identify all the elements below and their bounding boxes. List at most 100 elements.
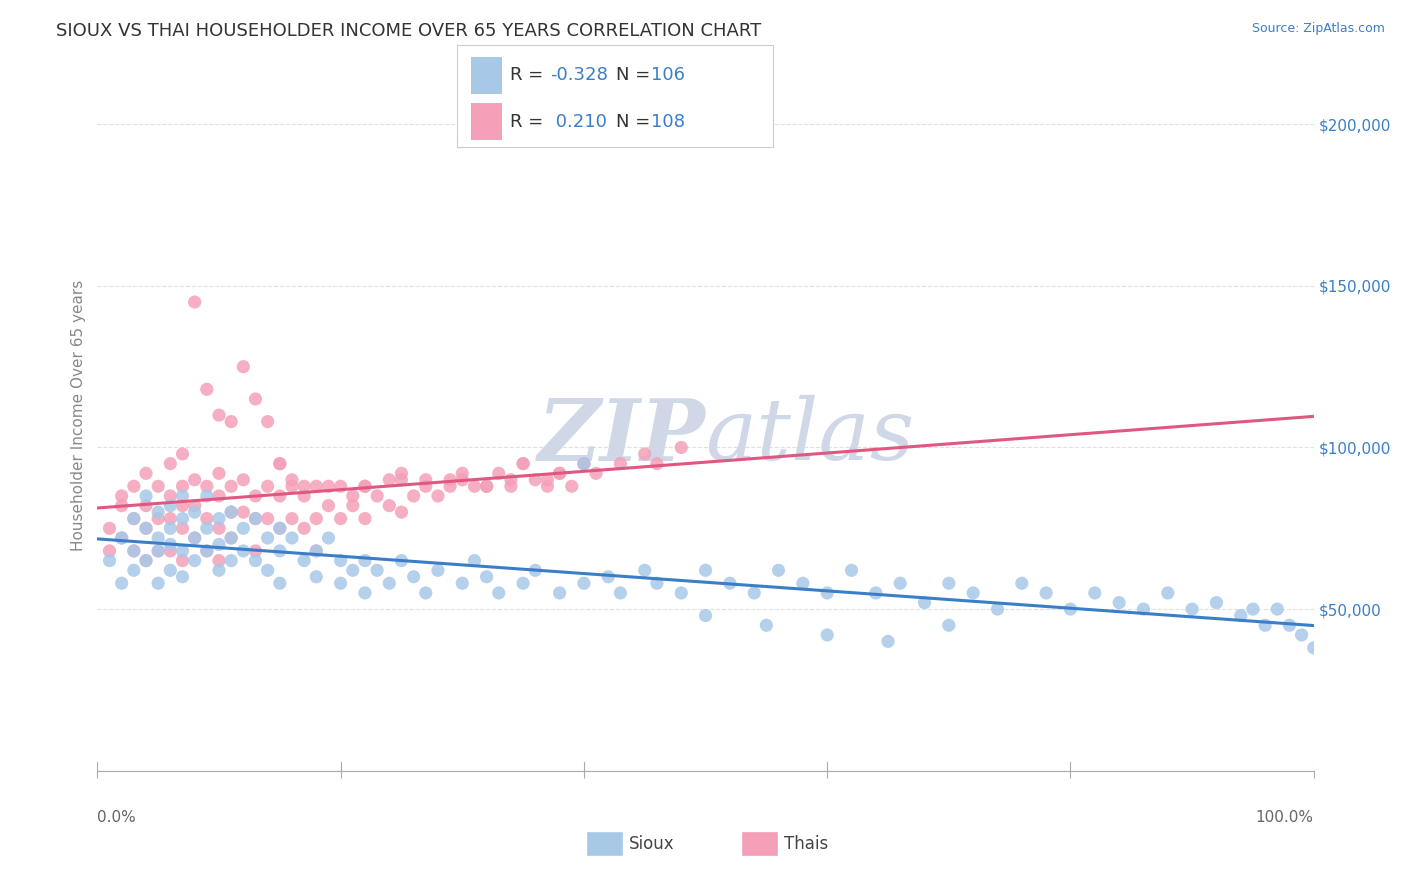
Point (245, 392, 267, 406)
Point (1265, 602, 1288, 616)
Point (98, 544, 121, 558)
Text: N =: N = (616, 112, 655, 130)
Point (536, 473, 558, 487)
Point (742, 586, 765, 600)
Point (634, 563, 657, 577)
Point (305, 544, 328, 558)
Point (536, 479, 558, 493)
Point (122, 563, 145, 577)
Point (318, 499, 340, 513)
Point (159, 521, 181, 535)
Point (415, 473, 437, 487)
Point (305, 570, 328, 584)
Point (146, 544, 169, 558)
Point (269, 457, 291, 471)
Point (159, 511, 181, 525)
Point (634, 447, 657, 461)
Text: 0.0%: 0.0% (97, 810, 136, 825)
Point (718, 576, 741, 591)
Point (548, 467, 571, 481)
Point (366, 563, 388, 577)
Point (865, 586, 887, 600)
Point (146, 531, 169, 545)
Point (98, 521, 121, 535)
Point (329, 511, 352, 525)
Point (451, 576, 474, 591)
Point (208, 563, 231, 577)
Point (208, 467, 231, 481)
Point (195, 382, 218, 396)
Point (1181, 602, 1204, 616)
Point (499, 473, 522, 487)
Point (219, 415, 242, 429)
Point (219, 505, 242, 519)
Point (219, 531, 242, 545)
Point (245, 511, 267, 525)
Point (269, 521, 291, 535)
Text: N =: N = (616, 66, 655, 85)
Point (548, 467, 571, 481)
Point (245, 489, 267, 503)
Point (378, 499, 401, 513)
Point (183, 295, 205, 310)
Point (815, 628, 838, 642)
Point (768, 563, 790, 577)
Point (269, 457, 291, 471)
Point (1254, 618, 1277, 632)
Point (159, 537, 181, 551)
Point (439, 479, 461, 493)
Point (524, 563, 547, 577)
Point (512, 576, 534, 591)
Point (451, 473, 474, 487)
Point (208, 489, 231, 503)
Point (645, 576, 668, 591)
Point (146, 544, 169, 558)
Point (172, 499, 194, 513)
Text: 108: 108 (651, 112, 685, 130)
Point (111, 576, 134, 591)
Point (585, 467, 607, 481)
Point (172, 447, 194, 461)
Point (256, 563, 278, 577)
Point (1157, 586, 1180, 600)
Point (378, 576, 401, 591)
Point (111, 489, 134, 503)
Point (135, 499, 157, 513)
Text: SIOUX VS THAI HOUSEHOLDER INCOME OVER 65 YEARS CORRELATION CHART: SIOUX VS THAI HOUSEHOLDER INCOME OVER 65… (56, 22, 762, 40)
Point (159, 457, 181, 471)
Point (146, 505, 169, 519)
Point (366, 489, 388, 503)
Point (841, 563, 863, 577)
Point (208, 408, 231, 422)
Point (122, 544, 145, 558)
Point (281, 479, 304, 493)
Point (402, 570, 425, 584)
Point (172, 553, 194, 567)
Point (146, 511, 169, 525)
Point (232, 473, 254, 487)
Point (342, 563, 364, 577)
Point (463, 479, 485, 493)
Text: Thais: Thais (785, 835, 828, 853)
Point (671, 441, 693, 455)
Point (572, 457, 595, 471)
Text: ZIP: ZIP (537, 395, 706, 478)
Point (122, 511, 145, 525)
Point (256, 415, 278, 429)
Point (524, 473, 547, 487)
Point (256, 531, 278, 545)
Point (159, 499, 181, 513)
Point (305, 544, 328, 558)
Point (195, 521, 218, 535)
Point (598, 570, 620, 584)
Point (256, 511, 278, 525)
Point (463, 553, 485, 567)
Point (281, 473, 304, 487)
Point (572, 457, 595, 471)
Point (292, 479, 315, 493)
Point (269, 544, 291, 558)
Point (488, 467, 510, 481)
Point (122, 544, 145, 558)
Point (815, 586, 838, 600)
Point (391, 505, 413, 519)
